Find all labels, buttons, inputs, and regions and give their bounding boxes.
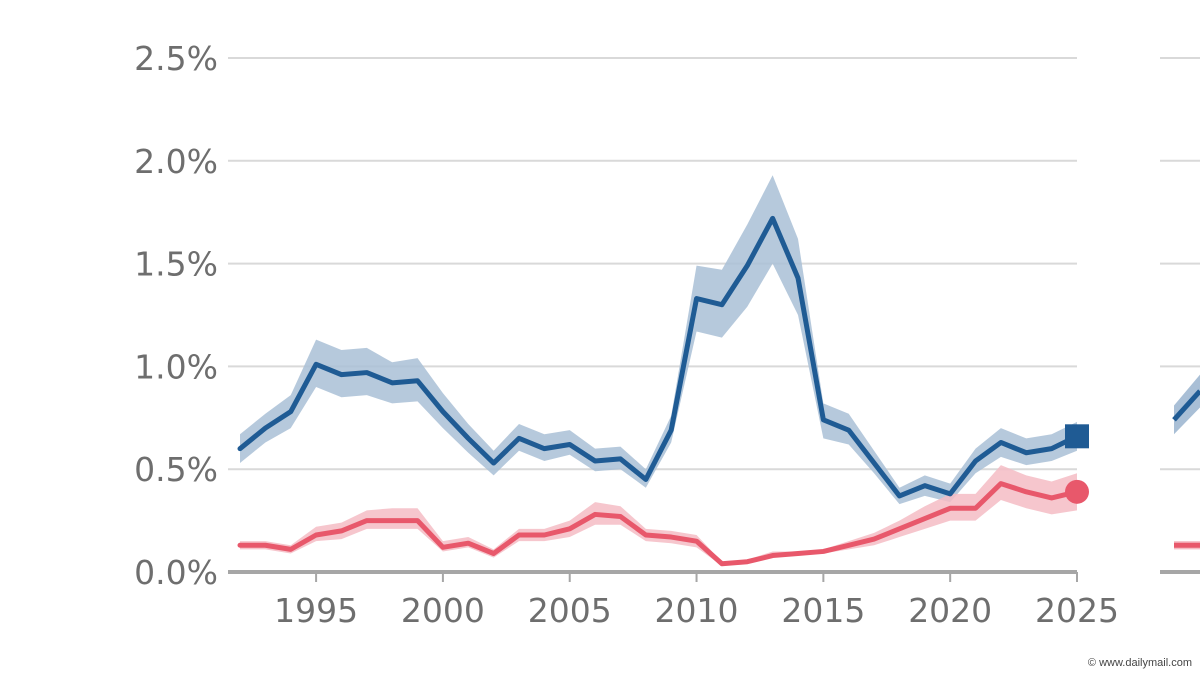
second-panel-edge bbox=[1160, 57, 1200, 574]
y-tick-label: 1.0% bbox=[134, 347, 218, 386]
series-2-confidence-band bbox=[240, 465, 1077, 566]
y-tick-label: 0.0% bbox=[134, 553, 218, 592]
panel2-blue-line bbox=[1172, 389, 1200, 422]
y-tick-label: 2.5% bbox=[134, 39, 218, 78]
x-tick-label: 1995 bbox=[274, 591, 358, 630]
series-lines bbox=[237, 215, 1089, 567]
series-1-line bbox=[237, 215, 1080, 499]
series-1-end-marker bbox=[1065, 424, 1089, 449]
x-tick-label: 2005 bbox=[528, 591, 612, 630]
x-axis: 1995 2000 2005 2010 2015 2020 2025 bbox=[228, 570, 1119, 630]
y-tick-label: 0.5% bbox=[134, 450, 218, 489]
x-tick-label: 2010 bbox=[655, 591, 739, 630]
x-tick-label: 2000 bbox=[401, 591, 485, 630]
x-tick-label: 2020 bbox=[908, 591, 992, 630]
y-tick-label: 1.5% bbox=[134, 245, 218, 284]
x-tick-label: 2025 bbox=[1035, 591, 1119, 630]
gridlines bbox=[228, 57, 1077, 471]
source-credit: © www.dailymail.com bbox=[1087, 657, 1192, 669]
x-tick-label: 2015 bbox=[781, 591, 865, 630]
series-2-end-marker bbox=[1065, 479, 1089, 504]
y-axis-tick-labels: 0.0% 0.5% 1.0% 1.5% 2.0% 2.5% bbox=[134, 39, 218, 592]
series-2-line bbox=[237, 481, 1080, 567]
y-tick-label: 2.0% bbox=[134, 142, 218, 181]
